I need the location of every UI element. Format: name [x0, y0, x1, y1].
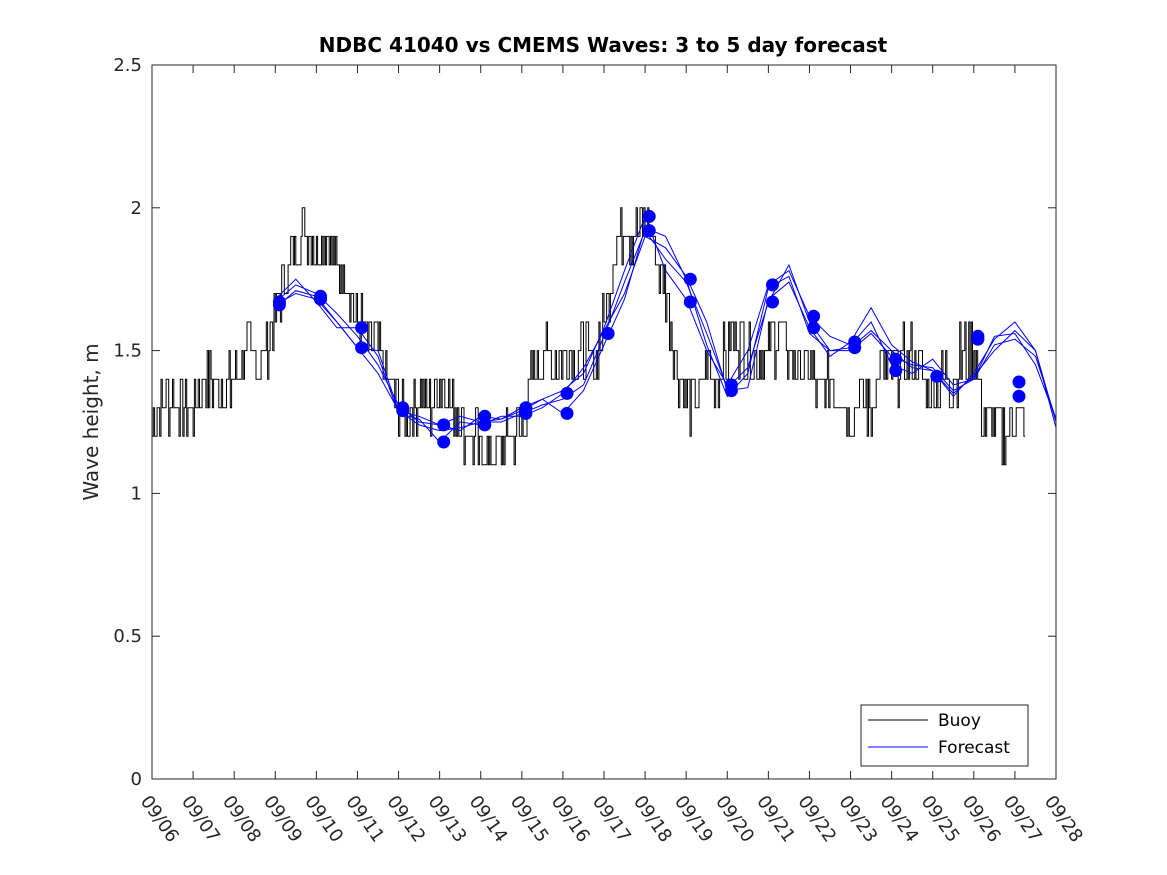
y-axis-label: Wave height, m [79, 343, 103, 500]
legend-buoy-label: Buoy [938, 711, 981, 731]
forecast-marker [560, 386, 574, 400]
forecast-marker [807, 321, 821, 335]
forecast-marker [560, 406, 574, 420]
y-tick-label: 1.5 [113, 341, 142, 362]
forecast-marker [642, 209, 656, 223]
forecast-marker [272, 295, 286, 309]
forecast-marker [314, 289, 327, 303]
buoy-series-line [152, 207, 1026, 466]
y-tick-label: 2.5 [113, 55, 142, 76]
forecast-marker [683, 295, 697, 309]
y-tick-label: 1 [131, 483, 142, 504]
forecast-marker [724, 378, 738, 392]
forecast-marker [437, 435, 451, 449]
legend-box [860, 704, 1029, 767]
forecast-marker [519, 401, 533, 415]
forecast-marker [971, 329, 985, 343]
forecast-marker [355, 341, 369, 355]
forecast-marker [889, 352, 903, 366]
forecast-marker [601, 327, 615, 340]
forecast-marker [1012, 389, 1026, 403]
plot-area [152, 65, 1056, 779]
y-tick-label: 0.5 [113, 626, 142, 647]
forecast-marker [889, 364, 903, 378]
forecast-marker [848, 335, 862, 349]
y-tick-label: 2 [131, 198, 142, 219]
forecast-marker [766, 295, 779, 309]
forecast-marker [355, 321, 369, 335]
forecast-marker [930, 369, 944, 383]
forecast-marker [437, 418, 451, 432]
forecast-marker [478, 409, 492, 423]
forecast-marker [683, 272, 697, 286]
forecast-marker [766, 278, 779, 292]
y-tick-label: 0 [131, 769, 142, 790]
forecast-marker [396, 401, 410, 415]
series-layer [152, 207, 1057, 466]
y-axis: 0 0.5 1 1.5 2 2.5 [113, 55, 1056, 790]
forecast-marker [642, 224, 656, 238]
legend: Buoy Forecast [860, 704, 1029, 767]
forecast-marker [1012, 375, 1026, 389]
chart-title: NDBC 41040 vs CMEMS Waves: 3 to 5 day fo… [319, 33, 888, 57]
forecast-marker [807, 309, 821, 323]
legend-forecast-label: Forecast [938, 738, 1010, 758]
